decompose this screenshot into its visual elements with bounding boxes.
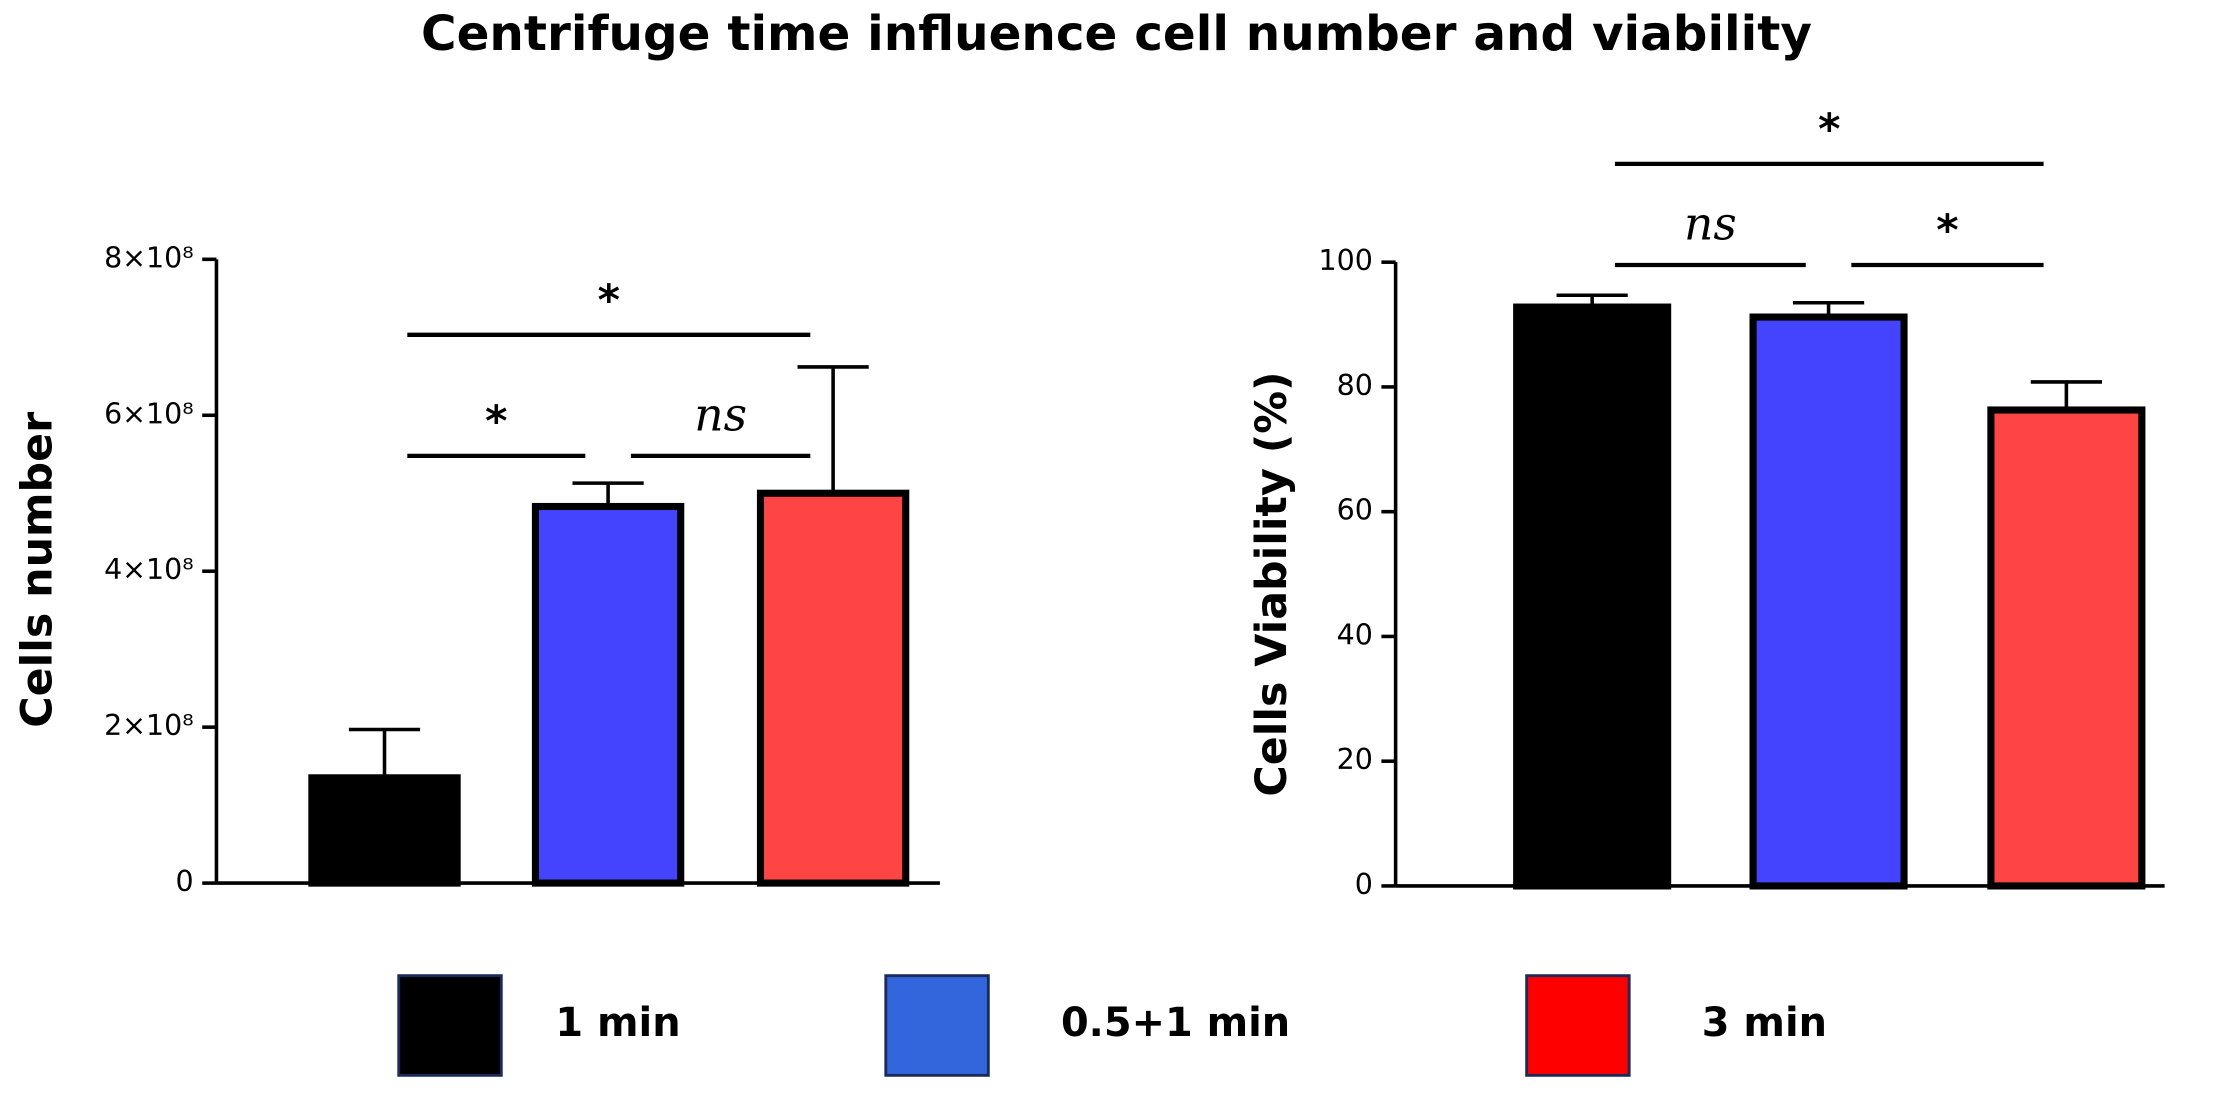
y-axis-title: Cells Viability (%) (1247, 371, 1297, 796)
y-tick-label: 0 (1355, 868, 1373, 901)
significance-label: * (1818, 105, 1840, 155)
bar (1513, 303, 1672, 890)
y-axis-title: Cells number (12, 412, 62, 728)
legend-swatch (397, 974, 503, 1077)
significance-label: ns (694, 388, 747, 441)
y-tick-label: 6×10⁸ (104, 397, 194, 430)
legend-swatch (1525, 974, 1631, 1077)
bar (756, 489, 910, 887)
significance-label: * (598, 276, 620, 326)
bar (1987, 406, 2146, 890)
y-tick-label: 8×10⁸ (104, 241, 194, 274)
y-tick-label: 100 (1318, 244, 1372, 277)
legend-label: 3 min (1702, 1000, 1827, 1046)
y-tick-label: 80 (1337, 369, 1373, 402)
bar (1749, 313, 1908, 890)
legend-label: 0.5+1 min (1061, 1000, 1290, 1046)
figure-title: Centrifuge time influence cell number an… (421, 6, 1812, 62)
legend-label: 1 min (555, 1000, 680, 1046)
significance-label: ns (1684, 198, 1737, 251)
y-tick-label: 0 (176, 865, 194, 898)
y-tick-label: 20 (1337, 743, 1373, 776)
y-tick-label: 60 (1337, 494, 1373, 527)
y-tick-label: 4×10⁸ (104, 553, 194, 586)
legend-swatch (884, 974, 990, 1077)
significance-label: * (485, 397, 507, 447)
y-tick-label: 40 (1337, 618, 1373, 651)
bar (308, 774, 461, 887)
y-tick-label: 2×10⁸ (104, 709, 194, 742)
significance-label: * (1936, 206, 1958, 256)
bar (531, 502, 685, 887)
